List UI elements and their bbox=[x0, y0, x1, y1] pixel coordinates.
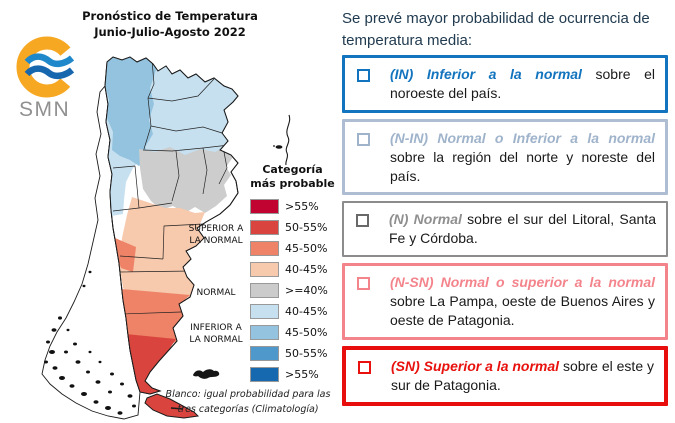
checkbox-icon bbox=[357, 69, 370, 82]
forecast-lead: (SN) Superior a la normal bbox=[391, 357, 560, 374]
legend-label: >=40% bbox=[285, 283, 328, 297]
forecast-box-list: (IN) Inferior a la normal sobre el noroe… bbox=[342, 55, 668, 412]
legend-title: Categoría más probable bbox=[250, 163, 335, 191]
legend-group-label-inferior: INFERIOR A LA NORMAL bbox=[189, 323, 243, 345]
legend-label: 45-50% bbox=[285, 325, 328, 339]
forecast-body: sobre el este y sur de Patagonia. bbox=[391, 357, 654, 393]
forecast-text: (IN) Inferior a la normal sobre el noroe… bbox=[390, 65, 655, 103]
forecast-lead: (N-SN) Normal o superior a la normal bbox=[390, 274, 655, 291]
argentina-map bbox=[41, 56, 291, 420]
logo-text: SMN bbox=[19, 98, 70, 121]
legend-swatch bbox=[250, 198, 279, 214]
smn-logo-graphic: SMN bbox=[16, 36, 78, 121]
forecast-box-SN: (SN) Superior a la normal sobre el este … bbox=[342, 345, 668, 406]
probability-legend: Categoría más probable >55% 50-55% 45-50% 4… bbox=[250, 163, 335, 388]
legend-label: 50-55% bbox=[285, 220, 328, 234]
uruguay-coast bbox=[285, 114, 291, 166]
forecast-box-N: (N) Normal sobre el sur del Litoral, San… bbox=[342, 201, 668, 258]
forecast-text: (SN) Superior a la normal sobre el este … bbox=[391, 357, 654, 395]
legend-label: >55% bbox=[285, 367, 319, 381]
legend-item: 40-45% bbox=[250, 261, 335, 277]
legend-item: 45-50% bbox=[250, 324, 335, 340]
legend-group-label-normal: NORMAL bbox=[196, 288, 236, 298]
region-chubut-orange bbox=[121, 289, 190, 347]
region-northwest-medium-blue bbox=[105, 57, 156, 166]
region-santacruz-red bbox=[126, 334, 176, 394]
legend-items: >55% 50-55% 45-50% 40-45% >=40% 40-45% 45-50% 5… bbox=[250, 198, 335, 382]
forecast-text: (N-IN) Normal o Inferior a la normal sob… bbox=[390, 129, 655, 186]
checkbox-icon bbox=[357, 132, 370, 146]
forecast-text: (N-SN) Normal o superior a la normal sob… bbox=[390, 273, 655, 330]
legend-label: 45-50% bbox=[285, 241, 328, 255]
legend-item: 40-45% bbox=[250, 303, 335, 319]
forecast-lead: (IN) Inferior a la normal bbox=[390, 66, 582, 82]
legend-swatch bbox=[250, 366, 279, 382]
map-footnote: Blanco: igual probabilidad para las tres… bbox=[165, 389, 331, 415]
checkbox-icon bbox=[358, 360, 371, 374]
forecast-box-N-SN: (N-SN) Normal o superior a la normal sob… bbox=[342, 263, 668, 340]
coast-dot bbox=[273, 145, 275, 147]
forecast-box-N-IN: (N-IN) Normal o Inferior a la normal sob… bbox=[342, 118, 668, 196]
legend-group-label-superior: SUPERIOR A LA NORMAL bbox=[188, 224, 244, 246]
region-center-gray bbox=[139, 145, 233, 213]
region-neuquen-orange bbox=[115, 238, 136, 272]
wave-icon bbox=[24, 65, 75, 80]
legend-label: 40-45% bbox=[285, 262, 328, 276]
forecast-box-IN: (IN) Inferior a la normal sobre el noroe… bbox=[342, 55, 668, 113]
legend-label: 50-55% bbox=[285, 346, 328, 360]
tierra-del-fuego bbox=[144, 393, 200, 419]
dash-mark bbox=[170, 407, 184, 410]
fjord-speckles bbox=[44, 270, 136, 415]
malvinas-islands bbox=[193, 369, 220, 379]
checkbox-icon bbox=[357, 277, 370, 291]
forecast-lead: (N-IN) Normal o Inferior a la normal bbox=[390, 129, 655, 146]
orange-ring-icon bbox=[16, 36, 78, 98]
legend-item: >=40% bbox=[250, 282, 335, 298]
forecast-lead: (N) Normal bbox=[389, 211, 462, 228]
probability-regions bbox=[105, 57, 238, 394]
legend-swatch bbox=[250, 282, 279, 298]
legend-item: 50-55% bbox=[250, 219, 335, 235]
smn-logo: SMN bbox=[8, 30, 86, 122]
legend-swatch bbox=[250, 324, 279, 340]
forecast-body: sobre la región del norte y noreste del … bbox=[390, 148, 655, 184]
legend-item: >55% bbox=[250, 366, 335, 382]
forecast-body: sobre el sur del Litoral, Santa Fe y Cór… bbox=[389, 211, 657, 247]
wave-icon bbox=[24, 53, 75, 68]
forecast-body: sobre el noroeste del país. bbox=[390, 66, 655, 101]
intro-text: Se prevé mayor probabilidad de ocurrenci… bbox=[342, 10, 650, 49]
region-pampa-light-orange bbox=[119, 197, 206, 299]
map-title-line1: Pronóstico de Temperatura bbox=[82, 9, 258, 23]
legend-swatch bbox=[250, 219, 279, 235]
legend-swatch bbox=[250, 261, 279, 277]
legend-item: 50-55% bbox=[250, 345, 335, 361]
checkbox-icon bbox=[356, 214, 369, 228]
forecast-body: sobre La Pampa, oeste de Buenos Aires y … bbox=[390, 293, 655, 329]
legend-label: >55% bbox=[285, 199, 319, 213]
province-borders bbox=[112, 59, 230, 315]
legend-item: >55% bbox=[250, 198, 335, 214]
legend-label: 40-45% bbox=[285, 304, 328, 318]
map-title: Pronóstico de Temperatura Junio-Julio-Ag… bbox=[55, 9, 285, 40]
legend-swatch bbox=[250, 345, 279, 361]
isla-de-lobos bbox=[275, 145, 283, 149]
legend-swatch bbox=[250, 303, 279, 319]
map-title-line2: Junio-Julio-Agosto 2022 bbox=[94, 24, 246, 39]
legend-swatch bbox=[250, 240, 279, 256]
forecast-text: (N) Normal sobre el sur del Litoral, San… bbox=[389, 210, 656, 248]
legend-item: 45-50% bbox=[250, 240, 335, 256]
